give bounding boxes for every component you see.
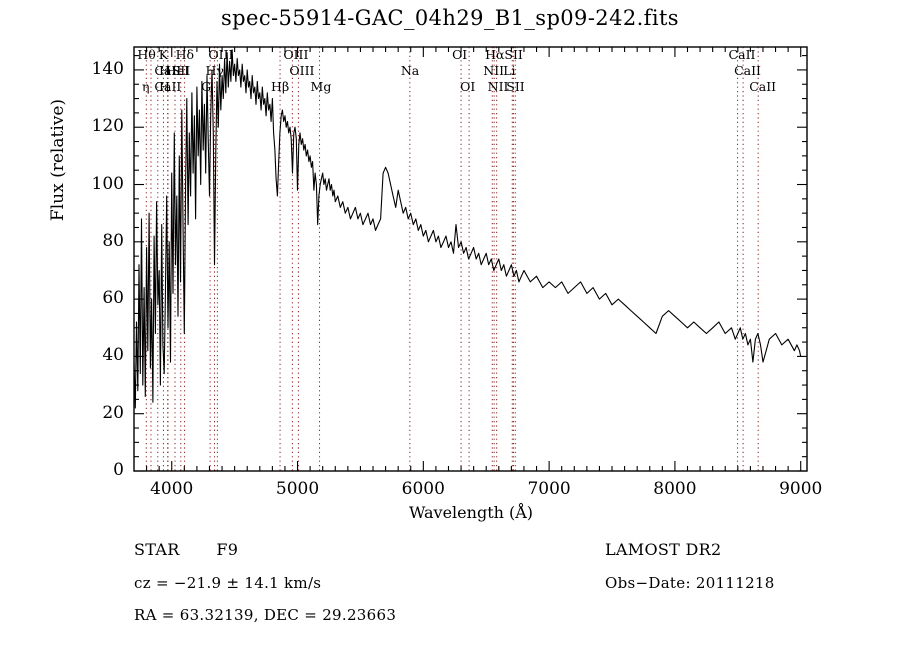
spectral-line-label: H — [158, 79, 170, 94]
spectral-line-label: NII — [483, 63, 505, 78]
spectral-line-label: OIII — [289, 63, 315, 78]
spectral-line-label: G — [201, 79, 212, 94]
x-tick-label: 6000 — [401, 479, 445, 499]
y-tick-label: 100 — [91, 173, 124, 194]
y-tick-label: 0 — [113, 460, 124, 480]
survey-label: LAMOST DR2 — [605, 540, 722, 559]
spectral-line-label: SII — [171, 63, 191, 78]
object-type-label: STAR F9 — [134, 540, 238, 559]
spectral-line-label: Hγ — [205, 63, 224, 78]
spectral-line-label: H — [158, 63, 170, 78]
y-tick-label: 60 — [102, 288, 124, 309]
spectral-line-label: CaII — [749, 79, 777, 94]
spectral-line-label: SII — [506, 79, 525, 94]
spectral-line-label: HeI — [166, 63, 190, 78]
spectral-line-label: OI — [460, 79, 476, 94]
y-tick-label: 120 — [91, 116, 124, 137]
x-tick-label: 9000 — [779, 479, 823, 499]
spectral-line-label: CaII — [734, 63, 761, 78]
spectral-line-label: OIII — [208, 47, 234, 62]
y-tick-label: 80 — [102, 230, 124, 251]
spectral-class: F9 — [216, 540, 239, 559]
spectral-line-label: CaII — [154, 63, 182, 78]
redshift-velocity: cz = −21.9 ± 14.1 km/s — [134, 574, 322, 592]
spectral-line-label: NII — [487, 79, 509, 94]
spectral-line-label: CaII — [154, 79, 182, 94]
y-tick-label: 40 — [102, 345, 124, 366]
x-tick-label: 5000 — [275, 479, 320, 499]
x-tick-label: 7000 — [527, 479, 571, 499]
x-tick-label: 8000 — [653, 479, 697, 499]
object-type: STAR — [134, 540, 180, 559]
spectral-line-label: Hβ — [271, 79, 290, 94]
spectral-line-label: η — [141, 79, 150, 94]
spectral-line-label: OI — [452, 47, 468, 62]
spectral-line-label: Li — [503, 63, 516, 78]
spectral-line-label: K — [158, 47, 169, 62]
y-tick-label: 140 — [91, 58, 124, 79]
spectral-line-label: Hδ — [175, 47, 194, 62]
observation-date: Obs−Date: 20111218 — [605, 574, 775, 592]
x-tick-label: 4000 — [150, 479, 194, 499]
sky-coordinates: RA = 63.32139, DEC = 29.23663 — [134, 606, 397, 624]
spectral-line-label: Mg — [310, 79, 332, 94]
spectral-line-label: OIII — [283, 47, 309, 62]
spectral-line-label: CaII — [728, 47, 756, 62]
spectral-line-label: Hα — [485, 47, 505, 62]
page-title: spec-55914-GAC_04h29_B1_sp09-242.fits — [221, 6, 679, 30]
spectral-line-label: Hθ — [137, 47, 156, 62]
y-tick-label: 20 — [102, 402, 124, 423]
y-axis-label: Flux (relative) — [48, 98, 68, 222]
spectral-line-label: SII — [504, 47, 523, 62]
spectral-line-label: Na — [400, 63, 420, 78]
x-axis-label: Wavelength (Å) — [408, 503, 534, 522]
